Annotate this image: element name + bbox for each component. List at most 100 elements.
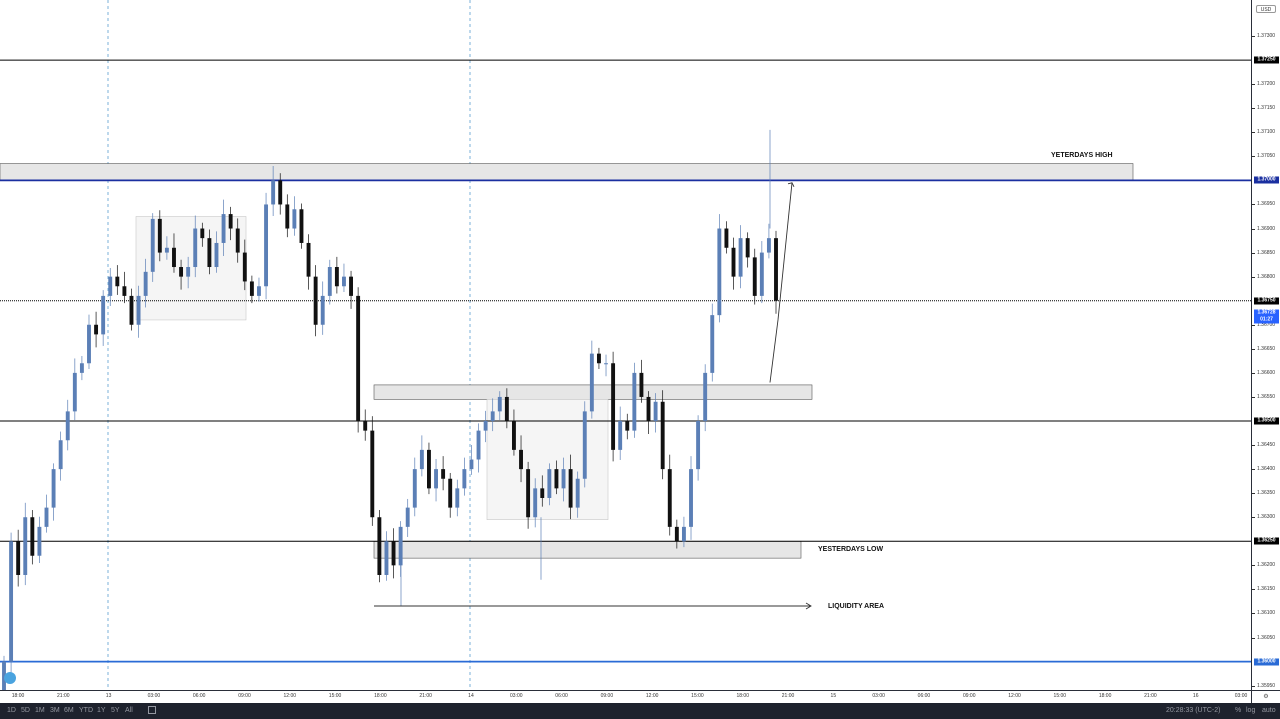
- time-tick-label: 06:00: [917, 693, 931, 699]
- candle-body: [313, 276, 318, 325]
- price-tick-mark: [1252, 372, 1255, 374]
- range-1y-button[interactable]: 1Y: [97, 707, 106, 714]
- candle-body: [320, 295, 325, 325]
- time-scale[interactable]: 18:00 21:00 13 03:00 06:00 09:00 12:00 15:00 18:…: [0, 690, 1251, 703]
- price-tick-label: 1.36050: [1257, 634, 1276, 641]
- candle-body: [611, 363, 616, 450]
- settings-gear-icon[interactable]: ⚙: [1251, 690, 1280, 703]
- price-tick-label: 1.36300: [1257, 514, 1276, 521]
- candle-body: [72, 372, 77, 412]
- candle-body: [242, 252, 247, 282]
- candle-body: [724, 228, 729, 248]
- price-tick-mark: [1252, 469, 1255, 471]
- time-tick-label: 09:00: [962, 693, 976, 699]
- level-price-label: 1.36750: [1254, 297, 1279, 305]
- auto-toggle[interactable]: auto: [1262, 707, 1276, 714]
- candle-body: [533, 488, 538, 518]
- range-5d-button[interactable]: 5D: [21, 707, 30, 714]
- candle-countdown-label: 01:27: [1254, 316, 1279, 324]
- candle-body: [157, 218, 162, 253]
- price-tick-label: 1.36800: [1257, 273, 1276, 280]
- candle-body: [448, 478, 453, 508]
- range-5y-button[interactable]: 5Y: [111, 707, 120, 714]
- percent-toggle[interactable]: %: [1235, 707, 1242, 714]
- candle-body: [752, 257, 757, 296]
- time-tick-label: 06:00: [192, 693, 206, 699]
- clock-readout[interactable]: 20:28:33 (UTC-2): [1166, 707, 1221, 714]
- candle-body: [122, 286, 127, 296]
- price-tick-mark: [1252, 565, 1255, 567]
- level-price-label: 1.36000: [1254, 658, 1279, 666]
- price-tick-mark: [1252, 445, 1255, 447]
- level-price-label: 1.36500: [1254, 417, 1279, 425]
- candle-body: [511, 421, 516, 450]
- candle-body: [575, 478, 580, 508]
- candle-body: [660, 401, 665, 470]
- time-tick-label: 12:00: [283, 693, 297, 699]
- time-tick-label: 15:00: [328, 693, 342, 699]
- log-toggle[interactable]: log: [1246, 707, 1256, 714]
- calendar-icon[interactable]: [148, 706, 156, 714]
- range-1d-button[interactable]: 1D: [7, 707, 16, 714]
- candle-body: [58, 440, 63, 470]
- candle-body: [554, 469, 559, 489]
- candle-body: [674, 526, 679, 542]
- candle-body: [689, 469, 693, 527]
- price-tick-label: 1.37050: [1257, 153, 1276, 160]
- price-tick-label: 1.35950: [1257, 682, 1276, 689]
- range-all-button[interactable]: All: [125, 707, 133, 714]
- time-tick-label: 21:00: [419, 693, 432, 699]
- price-tick-label: 1.36600: [1257, 369, 1276, 376]
- candle-body: [455, 488, 460, 508]
- candle-body: [9, 541, 14, 662]
- chart-area[interactable]: YETERDAYS HIGH YESTERDAYS LOW LIQUIDITY AR…: [0, 0, 1251, 690]
- candle-body: [292, 209, 297, 229]
- yesterdays-high-label: YETERDAYS HIGH: [1051, 152, 1113, 159]
- level-price-label: 1.37250: [1254, 56, 1279, 64]
- price-scale[interactable]: USD 1.37300 1.37200 1.37150 1.37100 1.37050 1…: [1251, 0, 1280, 690]
- candle-body: [136, 295, 141, 325]
- candle-body: [519, 449, 523, 470]
- candle-body: [738, 238, 743, 277]
- candle-body: [87, 324, 91, 364]
- price-tick-label: 1.36100: [1257, 610, 1276, 617]
- range-6m-button[interactable]: 6M: [64, 707, 74, 714]
- price-chart[interactable]: YETERDAYS HIGH YESTERDAYS LOW LIQUIDITY AR…: [0, 0, 1251, 690]
- price-tick-mark: [1252, 108, 1255, 110]
- price-tick-label: 1.36200: [1257, 562, 1276, 569]
- price-tick-mark: [1252, 613, 1255, 615]
- candle-body: [405, 507, 410, 527]
- candle-body: [703, 372, 708, 421]
- price-tick-mark: [1252, 685, 1255, 687]
- candle-body: [766, 238, 771, 253]
- price-tick-label: 1.36900: [1257, 225, 1276, 232]
- price-tick-label: 1.37100: [1257, 129, 1276, 136]
- candle-body: [419, 449, 424, 470]
- time-tick-label: 21:00: [1144, 693, 1157, 699]
- candle-body: [285, 204, 290, 229]
- candle-body: [115, 276, 120, 287]
- candle-body: [681, 526, 686, 542]
- time-tick-label: 12:00: [645, 693, 659, 699]
- candle-body: [568, 469, 573, 508]
- price-tick-mark: [1252, 517, 1255, 519]
- candle-body: [427, 449, 431, 489]
- price-tick-mark: [1252, 228, 1255, 230]
- candle-body: [667, 469, 672, 527]
- price-tick-label: 1.36650: [1257, 345, 1276, 352]
- candle-body: [129, 295, 134, 325]
- candles: [2, 165, 778, 690]
- candle-body: [384, 541, 389, 575]
- candle-body: [278, 180, 283, 205]
- candle-body: [497, 396, 502, 412]
- range-1m-button[interactable]: 1M: [35, 707, 45, 714]
- candle-body: [441, 469, 446, 479]
- candle-body: [200, 228, 205, 239]
- range-ytd-button[interactable]: YTD: [79, 707, 93, 714]
- candle-body: [186, 267, 191, 277]
- range-3m-button[interactable]: 3M: [50, 707, 60, 714]
- time-tick-label: 12:00: [1008, 693, 1021, 699]
- candle-body: [207, 238, 212, 268]
- currency-label[interactable]: USD: [1256, 5, 1276, 13]
- candle-body: [143, 271, 148, 296]
